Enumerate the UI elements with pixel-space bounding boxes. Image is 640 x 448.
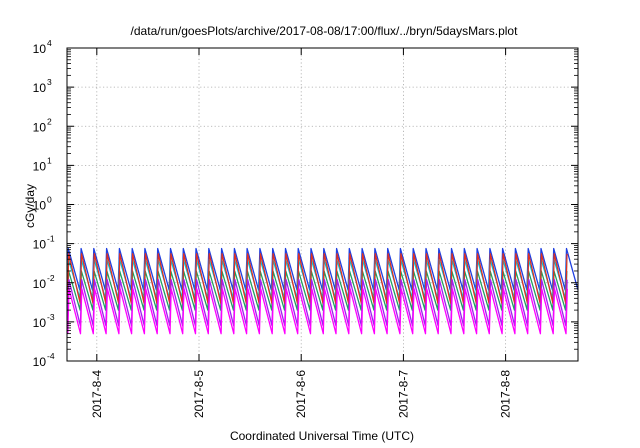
series-line [66,270,568,311]
grid [67,48,578,361]
y-tick-exponent: 0 [47,195,52,205]
series-line [66,253,568,304]
y-tick-label: 10 [33,81,47,95]
y-tick-exponent: -4 [47,351,55,361]
x-tick-label: 2017-8-5 [192,370,206,418]
y-tick-exponent: -2 [47,273,55,283]
chart-title: /data/run/goesPlots/archive/2017-08-08/1… [131,24,519,38]
y-tick-exponent: 1 [47,155,52,165]
series-line [67,288,568,335]
y-tick-exponent: 2 [47,116,52,126]
series-line [66,279,568,327]
y-tick-label: 10 [33,277,47,291]
y-tick-label: 10 [33,316,47,330]
x-tick-label: 2017-8-8 [499,370,513,418]
x-axis: 2017-8-4 2017-8-5 2017-8-6 2017-8-7 2017-8-8 [90,48,513,418]
y-tick-label: 10 [33,159,47,173]
y-tick-label: 10 [33,120,47,134]
x-tick-label: 2017-8-4 [90,370,104,418]
x-axis-label: Coordinated Universal Time (UTC) [230,429,414,443]
y-tick-exponent: 4 [47,38,52,48]
y-tick-exponent: 3 [47,77,52,87]
y-tick-label: 10 [33,199,47,213]
y-tick-label: 10 [33,355,47,369]
x-tick-label: 2017-8-6 [294,370,308,418]
y-tick-exponent: -1 [47,234,55,244]
y-axis-label: cGy/day [23,184,37,228]
y-tick-exponent: -3 [47,312,55,322]
x-tick-label: 2017-8-7 [396,370,410,418]
series-layer [66,247,579,335]
y-tick-label: 10 [33,42,47,56]
y-tick-label: 10 [33,238,47,252]
